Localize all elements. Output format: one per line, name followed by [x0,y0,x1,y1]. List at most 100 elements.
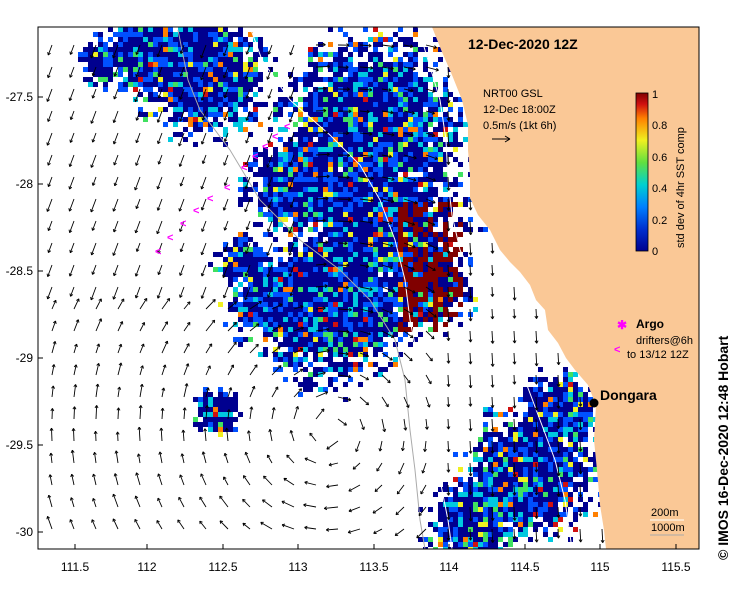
sst-pixel [168,137,173,142]
sst-pixel [308,322,313,327]
sst-pixel [408,282,413,287]
current-arrow [403,44,414,48]
sst-pixel [538,392,543,397]
sst-pixel [388,137,393,142]
sst-pixel [293,197,298,202]
sst-pixel [308,282,313,287]
sst-pixel [238,67,243,72]
sst-pixel [158,97,163,102]
sst-pixel [228,257,233,262]
sst-pixel [493,537,498,542]
sst-pixel [293,252,298,257]
sst-pixel [358,112,363,117]
y-tick-label: -27.5 [6,90,34,104]
sst-pixel [488,502,493,507]
sst-pixel [558,397,563,402]
sst-pixel [308,132,313,137]
sst-pixel [233,257,238,262]
sst-pixel [498,462,503,467]
sst-pixel [343,172,348,177]
sst-pixel [228,272,233,277]
sst-pixel [238,242,243,247]
sst-pixel [478,537,483,542]
sst-pixel [93,72,98,77]
sst-pixel [543,442,548,447]
sst-pixel [523,412,528,417]
sst-pixel [333,242,338,247]
sst-pixel [463,522,468,527]
sst-pixel [453,182,458,187]
sst-pixel [258,152,263,157]
sst-pixel [358,287,363,292]
sst-pixel [493,427,498,432]
sst-pixel [538,432,543,437]
sst-pixel [293,312,298,317]
sst-pixel [338,277,343,282]
current-arrow [535,462,537,473]
sst-pixel [298,77,303,82]
current-arrow-head [426,404,431,408]
sst-pixel [288,347,293,352]
sst-pixel [118,52,123,57]
sst-pixel [203,392,208,397]
current-arrow [219,520,229,530]
sst-pixel [248,262,253,267]
sst-pixel [198,412,203,417]
sst-pixel [263,282,268,287]
sst-pixel [303,297,308,302]
sst-pixel [428,137,433,142]
sst-pixel [213,62,218,67]
sst-pixel [253,162,258,167]
sst-pixel [283,102,288,107]
sst-pixel [308,167,313,172]
sst-pixel [393,192,398,197]
current-arrow-head [534,381,539,385]
current-arrow [271,407,275,420]
sst-pixel [383,242,388,247]
sst-pixel [348,247,353,252]
current-arrow-head [271,407,276,411]
sst-pixel [478,497,483,502]
sst-pixel [293,287,298,292]
sst-pixel [493,547,498,549]
sst-pixel [373,327,378,332]
current-arrow-head [179,96,183,100]
sst-pixel [288,157,293,162]
sst-pixel [268,327,273,332]
current-arrow-head [431,222,436,226]
sst-pixel [348,232,353,237]
sst-pixel [338,217,343,222]
sst-pixel [328,332,333,337]
sst-pixel [383,202,388,207]
current-scale-info: NRT00 GSL 12-Dec 18:00Z 0.5m/s (1kt 6h) [483,88,556,143]
sst-pixel [298,197,303,202]
sst-pixel [318,272,323,277]
current-arrow [157,44,163,57]
current-arrow-head [434,156,438,161]
current-arrow-head [201,451,206,455]
sst-pixel [168,77,173,82]
sst-pixel [543,412,548,417]
current-arrow [557,506,560,518]
sst-pixel [523,522,528,527]
sst-pixel [453,452,458,457]
current-arrow-head [389,357,393,361]
sst-pixel [313,172,318,177]
current-arrow [447,132,450,147]
sst-pixel [563,507,568,512]
current-arrow [268,88,273,99]
sst-pixel [258,262,263,267]
sst-pixel [503,492,508,497]
sst-pixel [423,277,428,282]
sst-pixel [103,77,108,82]
sst-pixel [278,322,283,327]
current-arrow [249,364,258,376]
current-arrow [201,176,207,190]
sst-pixel [458,497,463,502]
sst-pixel [273,72,278,77]
sst-pixel [333,97,338,102]
sst-pixel [333,107,338,112]
sst-pixel [348,277,353,282]
sst-pixel [538,512,543,517]
sst-pixel [328,337,333,342]
